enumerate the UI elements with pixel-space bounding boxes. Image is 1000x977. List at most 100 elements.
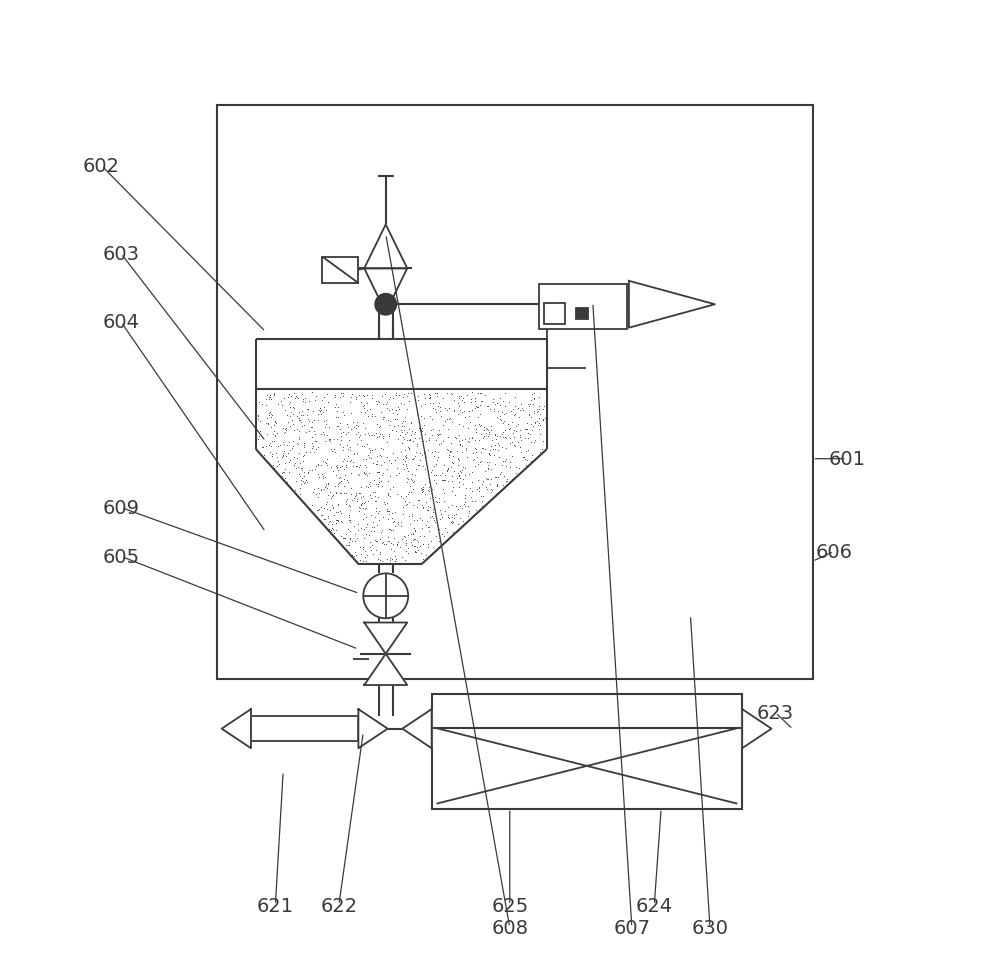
Point — [273, 394, 289, 409]
Point — [291, 466, 307, 482]
Point — [341, 433, 357, 448]
Point — [361, 428, 377, 444]
Point — [393, 422, 409, 438]
Point — [358, 527, 374, 542]
Point — [403, 415, 419, 431]
Point — [497, 399, 513, 414]
Point — [311, 501, 327, 517]
Point — [381, 429, 397, 445]
Point — [487, 438, 503, 453]
Point — [307, 393, 323, 408]
Point — [535, 434, 551, 449]
Point — [426, 459, 442, 475]
Point — [362, 443, 378, 458]
Point — [342, 395, 358, 410]
Point — [411, 430, 427, 446]
Point — [445, 515, 461, 531]
Point — [489, 396, 505, 411]
Point — [370, 479, 386, 494]
Point — [412, 529, 428, 544]
Point — [252, 423, 268, 439]
Point — [416, 446, 432, 461]
Point — [502, 421, 518, 437]
Point — [318, 477, 334, 492]
Point — [491, 449, 507, 465]
Point — [513, 398, 529, 413]
Point — [312, 404, 328, 419]
Point — [263, 439, 279, 454]
Point — [471, 433, 487, 448]
Point — [282, 395, 298, 410]
Point — [388, 386, 404, 402]
Point — [281, 455, 297, 471]
Point — [275, 446, 291, 461]
Point — [283, 389, 299, 404]
Point — [250, 412, 266, 428]
Point — [372, 418, 388, 434]
Point — [310, 481, 326, 496]
Point — [349, 446, 365, 461]
Point — [535, 402, 551, 417]
Point — [420, 443, 436, 458]
Point — [498, 431, 514, 446]
Point — [447, 488, 463, 503]
Point — [350, 467, 366, 483]
Bar — [576, 309, 588, 320]
Point — [538, 427, 554, 443]
Point — [341, 534, 357, 550]
Point — [517, 422, 533, 438]
Point — [330, 513, 346, 529]
Point — [302, 445, 318, 460]
Point — [258, 398, 274, 413]
Circle shape — [375, 294, 396, 316]
Point — [384, 403, 400, 418]
Point — [410, 543, 426, 559]
Bar — [432, 694, 742, 809]
Point — [342, 503, 358, 519]
Point — [440, 510, 456, 526]
Point — [441, 448, 457, 464]
Point — [530, 417, 546, 433]
Point — [470, 456, 486, 472]
Text: 608: 608 — [491, 918, 528, 937]
Point — [352, 552, 368, 568]
Point — [287, 391, 303, 406]
Point — [437, 468, 453, 484]
Point — [410, 407, 426, 423]
Point — [263, 420, 279, 436]
Point — [323, 442, 339, 457]
Point — [431, 397, 447, 412]
Point — [374, 523, 390, 538]
Point — [516, 449, 532, 465]
Point — [328, 504, 344, 520]
Point — [444, 516, 460, 531]
Point — [376, 494, 392, 510]
Point — [328, 487, 344, 502]
Point — [281, 397, 297, 412]
Point — [296, 464, 312, 480]
Point — [454, 500, 470, 516]
Point — [300, 465, 316, 481]
Point — [379, 496, 395, 512]
Point — [430, 449, 446, 465]
Point — [430, 399, 446, 414]
Point — [346, 446, 362, 462]
Point — [390, 517, 406, 532]
Point — [460, 434, 476, 449]
Point — [371, 513, 387, 529]
Point — [407, 531, 423, 547]
Point — [421, 387, 437, 403]
Point — [414, 447, 430, 463]
Point — [329, 419, 345, 435]
Point — [463, 395, 479, 410]
Point — [369, 397, 385, 412]
Point — [368, 493, 384, 509]
Point — [432, 400, 448, 415]
Point — [384, 423, 400, 439]
Text: 624: 624 — [636, 896, 673, 914]
Point — [394, 436, 410, 451]
Point — [286, 450, 302, 466]
Point — [409, 540, 425, 556]
Point — [464, 430, 480, 446]
Point — [383, 455, 399, 471]
